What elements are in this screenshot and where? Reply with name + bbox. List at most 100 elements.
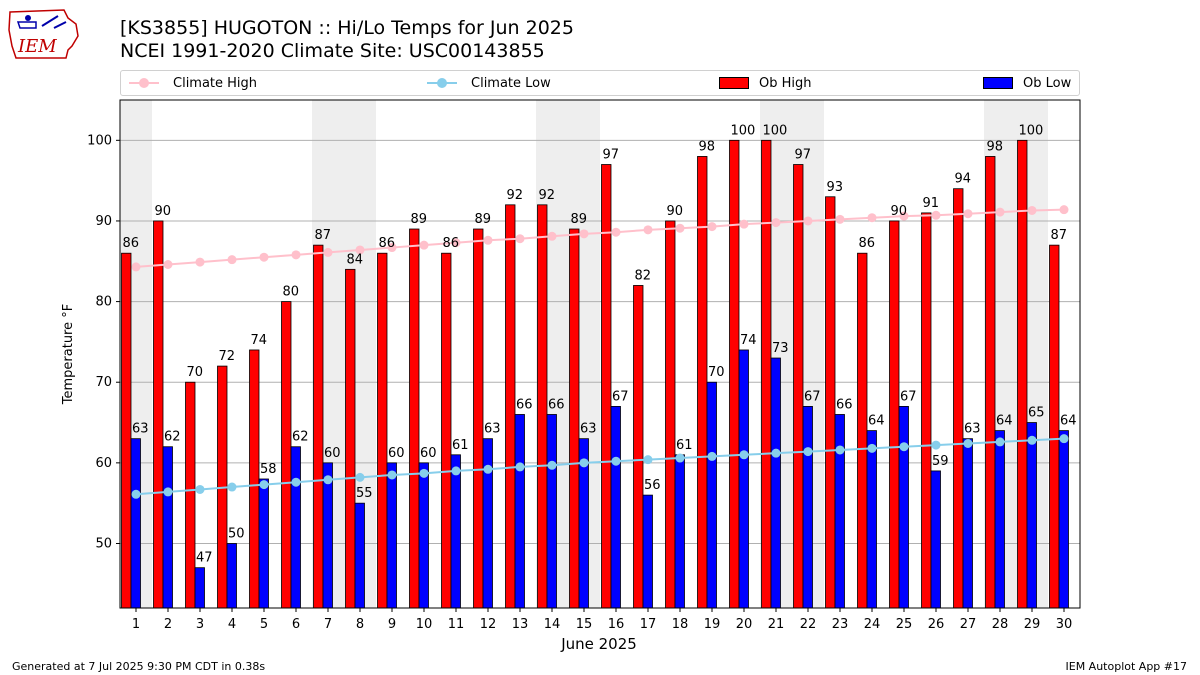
chart-subtitle: NCEI 1991-2020 Climate Site: USC00143855	[120, 40, 545, 62]
ob-low-label-8: 55	[356, 486, 373, 501]
climate-low-point-8	[355, 472, 365, 482]
x-tick-label-24: 24	[864, 617, 881, 632]
climate-low-point-19	[707, 451, 717, 461]
x-tick-label-17: 17	[640, 617, 657, 632]
x-tick-label-1: 1	[132, 617, 140, 632]
climate-low-point-20	[739, 450, 749, 460]
ob-high-label-27: 94	[955, 172, 972, 187]
ob-low-label-19: 70	[708, 365, 725, 380]
ob-low-label-30: 64	[1060, 414, 1077, 429]
climate-high-point-11	[451, 238, 461, 248]
x-tick-label-20: 20	[736, 617, 753, 632]
ob-low-bar-26	[930, 470, 941, 609]
climate-low-point-2	[163, 487, 173, 497]
ob-low-label-9: 60	[388, 446, 405, 461]
x-tick-label-25: 25	[896, 617, 913, 632]
ob-low-bar-3	[194, 567, 205, 609]
climate-high-point-13	[515, 234, 525, 244]
ob-low-label-17: 56	[644, 478, 661, 493]
ob-low-bar-13	[514, 414, 525, 609]
ob-high-label-26: 91	[923, 196, 940, 211]
legend-item-climate-low: Climate Low	[427, 71, 551, 95]
climate-high-point-15	[579, 229, 589, 239]
climate-low-point-7	[323, 475, 333, 485]
ob-low-label-21: 73	[772, 341, 789, 356]
ob-high-bar-18	[665, 220, 676, 609]
x-tick-label-2: 2	[164, 617, 172, 632]
x-tick-label-7: 7	[324, 617, 332, 632]
legend-item-ob-low: Ob Low	[983, 71, 1071, 95]
climate-low-point-26	[931, 440, 941, 450]
x-tick-label-14: 14	[544, 617, 561, 632]
data-labels: 86 63 90 62 70 47 72 50 74 58 80 62 87 60 84 55 86 60 89 60…	[123, 123, 1077, 565]
ob-high-bar-13	[505, 204, 516, 609]
climate-low-point-25	[899, 442, 909, 452]
ob-high-bar-6	[281, 301, 292, 609]
ob-high-label-21: 100	[763, 123, 788, 138]
climate-high-point-20	[739, 219, 749, 229]
climate-low-point-22	[803, 447, 813, 457]
ob-low-swatch	[983, 77, 1013, 89]
logo-text: IEM	[17, 36, 57, 57]
x-tick-label-21: 21	[768, 617, 785, 632]
ob-low-bar-28	[994, 430, 1005, 609]
x-tick-label-22: 22	[800, 617, 817, 632]
legend-item-climate-high: Climate High	[129, 71, 257, 95]
legend-label-climate-high: Climate High	[173, 75, 258, 91]
climate-high-point-16	[611, 227, 621, 237]
climate-low-point-5	[259, 480, 269, 490]
ob-high-bar-12	[473, 228, 484, 609]
climate-low-point-11	[451, 466, 461, 476]
climate-high-point-4	[227, 255, 237, 265]
ob-high-bar-11	[441, 252, 452, 609]
climate-high-point-18	[675, 223, 685, 233]
y-tick-label-70: 70	[95, 375, 112, 390]
ob-high-bar-30	[1049, 244, 1060, 609]
ob-high-label-25: 90	[891, 204, 908, 219]
ob-high-label-4: 72	[219, 349, 236, 364]
ob-high-label-22: 97	[795, 148, 812, 163]
climate-low-point-1	[131, 489, 141, 499]
climate-lines	[131, 205, 1069, 499]
ob-low-label-23: 66	[836, 397, 853, 412]
ob-high-bar-7	[313, 244, 324, 609]
ob-high-label-8: 84	[347, 252, 364, 267]
ob-high-bar-20	[729, 139, 740, 609]
ob-low-bar-1	[130, 438, 141, 609]
climate-low-point-4	[227, 482, 237, 492]
climate-low-point-13	[515, 462, 525, 472]
climate-high-point-21	[771, 218, 781, 228]
climate-low-point-28	[995, 437, 1005, 447]
bars	[121, 139, 1069, 609]
ob-low-label-27: 63	[964, 422, 981, 437]
ob-low-label-29: 65	[1028, 406, 1045, 421]
climate-low-point-15	[579, 458, 589, 468]
ob-high-label-18: 90	[667, 204, 684, 219]
ob-low-bar-10	[418, 462, 429, 609]
climate-high-point-28	[995, 207, 1005, 217]
ob-low-label-4: 50	[228, 526, 245, 541]
climate-low-point-27	[963, 439, 973, 449]
ob-high-label-17: 82	[635, 268, 652, 283]
ob-high-bar-10	[409, 228, 420, 609]
ob-high-bar-28	[985, 156, 996, 609]
x-tick-label-16: 16	[608, 617, 625, 632]
climate-low-point-29	[1027, 435, 1037, 445]
ob-low-label-10: 60	[420, 446, 437, 461]
climate-low-point-30	[1059, 434, 1069, 444]
ob-high-label-15: 89	[571, 212, 588, 227]
x-tick-label-29: 29	[1024, 617, 1041, 632]
ob-low-bar-23	[834, 414, 845, 609]
climate-low-point-21	[771, 448, 781, 458]
ob-low-bar-17	[642, 494, 653, 609]
x-tick-label-8: 8	[356, 617, 364, 632]
y-tick-label-80: 80	[95, 295, 112, 310]
climate-high-point-10	[419, 240, 429, 250]
ob-high-bar-3	[185, 381, 196, 609]
x-tick-label-12: 12	[480, 617, 497, 632]
legend-label-ob-low: Ob Low	[1023, 75, 1072, 91]
ob-high-bar-17	[633, 285, 644, 609]
climate-low-point-10	[419, 468, 429, 478]
climate-high-point-25	[899, 211, 909, 221]
